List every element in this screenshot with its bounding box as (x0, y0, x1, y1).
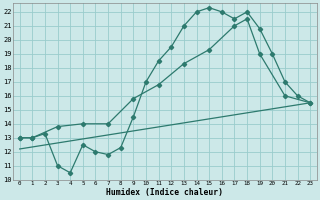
X-axis label: Humidex (Indice chaleur): Humidex (Indice chaleur) (107, 188, 223, 197)
